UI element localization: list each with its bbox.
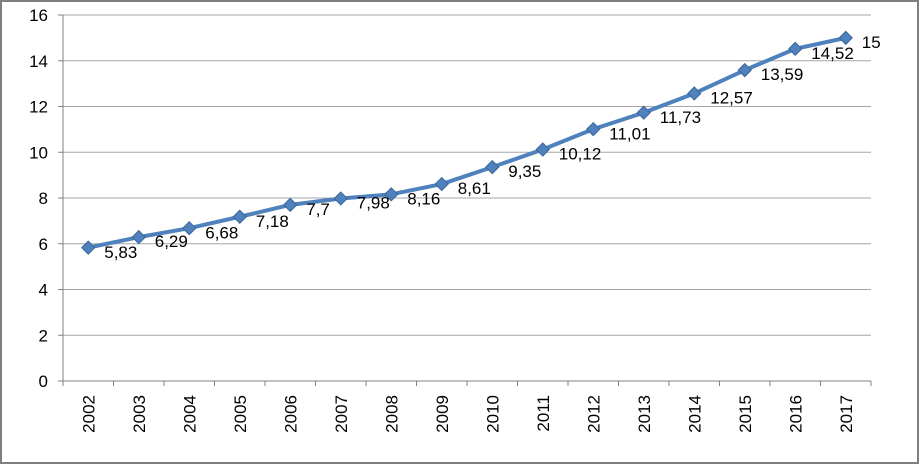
data-point-label: 9,35 <box>508 162 541 181</box>
data-point-label: 6,29 <box>155 232 188 251</box>
data-point-marker <box>788 41 803 57</box>
data-point-marker <box>586 121 601 137</box>
y-axis-label: 12 <box>29 98 48 117</box>
data-point-marker <box>232 209 247 224</box>
x-axis-label: 2006 <box>281 395 300 433</box>
data-point-label: 8,61 <box>458 179 491 198</box>
data-point-marker <box>131 229 146 245</box>
data-point-label: 11,73 <box>660 108 701 127</box>
x-axis-label: 2008 <box>382 395 401 433</box>
data-point-label: 12,57 <box>710 89 753 108</box>
data-point-marker <box>737 62 752 78</box>
y-axis-label: 0 <box>39 372 48 391</box>
x-axis-label: 2013 <box>635 395 654 433</box>
data-point-marker <box>384 187 399 202</box>
x-axis-label: 2016 <box>786 395 805 433</box>
data-point-marker <box>687 86 702 101</box>
data-point-label: 10,12 <box>559 145 602 164</box>
data-point-marker <box>434 176 449 192</box>
x-axis-label: 2007 <box>332 395 351 433</box>
data-point-label: 7,98 <box>357 194 390 213</box>
data-point-label: 7,18 <box>256 212 289 231</box>
data-point-label: 8,16 <box>407 189 440 208</box>
x-axis-label: 2015 <box>736 395 755 433</box>
data-point-marker <box>81 240 96 255</box>
data-point-marker <box>333 191 348 206</box>
x-axis-label: 2011 <box>534 395 553 432</box>
x-axis-label: 2004 <box>180 395 199 433</box>
data-point-label: 14,52 <box>811 44 854 63</box>
data-point-marker <box>838 30 853 46</box>
x-axis-label: 2010 <box>483 395 502 433</box>
x-axis-label: 2012 <box>584 395 603 433</box>
data-point-marker <box>182 220 197 236</box>
y-axis-label: 14 <box>29 52 48 71</box>
y-axis-label: 2 <box>39 326 48 345</box>
data-point-marker <box>636 105 651 120</box>
y-axis-label: 16 <box>29 6 48 25</box>
data-point-label: 11,01 <box>609 124 650 143</box>
data-point-label: 6,68 <box>205 223 238 242</box>
x-axis-label: 2014 <box>685 395 704 433</box>
series-line <box>86 35 848 250</box>
data-point-label: 13,59 <box>761 65 804 84</box>
data-point-label: 7,7 <box>306 200 330 219</box>
y-axis-label: 8 <box>39 189 48 208</box>
data-point-marker <box>535 142 550 157</box>
x-axis-label: 2003 <box>130 395 149 433</box>
y-axis-label: 10 <box>29 143 48 162</box>
x-axis-label: 2009 <box>433 395 452 433</box>
data-point-label: 15 <box>862 33 881 52</box>
data-point-label: 5,83 <box>104 243 137 262</box>
x-axis-label: 2017 <box>837 395 856 433</box>
y-axis-label: 4 <box>39 281 48 300</box>
x-axis-label: 2002 <box>79 395 98 433</box>
data-point-marker <box>485 159 500 175</box>
data-point-marker <box>283 197 298 213</box>
x-axis-label: 2005 <box>231 395 250 433</box>
y-axis-label: 6 <box>39 235 48 254</box>
